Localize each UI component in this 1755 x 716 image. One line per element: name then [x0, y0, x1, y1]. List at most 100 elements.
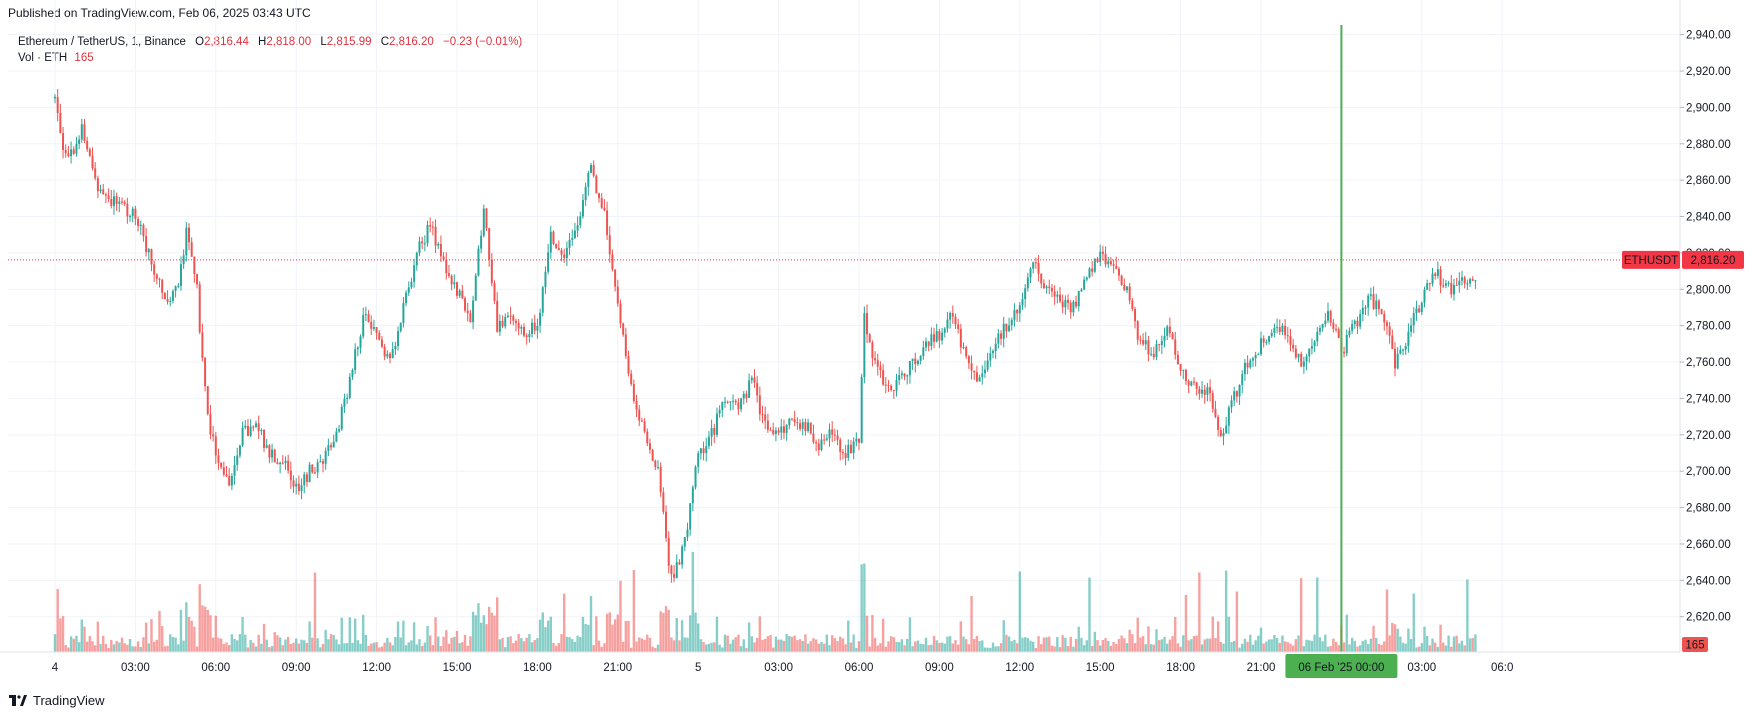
candle-body	[1428, 283, 1431, 285]
volume-bar	[506, 636, 510, 652]
candle-body	[1235, 391, 1238, 397]
price-axis[interactable]: 2,620.00 2,640.00 2,660.00 2,680.00 2,700.00…	[1680, 30, 1731, 624]
volume-bar	[608, 612, 611, 652]
symbol-description[interactable]: Ethereum / TetherUS, 1, Binance	[18, 36, 186, 48]
candle-body	[177, 285, 180, 287]
time-tick-label: 15:00	[1086, 662, 1115, 674]
volume-bar	[147, 643, 150, 652]
volume-bar	[999, 643, 1003, 652]
volume-bar	[1318, 637, 1322, 652]
price-tick-label: 2,740.00	[1686, 393, 1731, 405]
volume-bar	[1077, 626, 1080, 652]
volume-bar	[453, 636, 456, 652]
volume-bar	[597, 640, 601, 652]
crosshair-time-badge	[1285, 654, 1398, 678]
volume-bar	[780, 639, 783, 652]
volume-bar	[1187, 640, 1190, 652]
candle-body	[686, 529, 689, 538]
volume-bar	[1434, 642, 1437, 652]
candle-body	[330, 445, 333, 448]
candle-body	[59, 113, 62, 134]
candle-body	[598, 193, 601, 199]
volume-bar	[316, 638, 319, 652]
volume-bar	[496, 597, 499, 652]
volume-bar	[1442, 642, 1445, 652]
volume-bar	[1034, 647, 1038, 652]
candle-body	[504, 317, 507, 327]
volume-bar	[1385, 589, 1389, 652]
volume-bar	[1085, 640, 1088, 652]
volume-bar	[646, 634, 649, 652]
volume-bar	[1021, 637, 1024, 652]
candle-body	[782, 426, 785, 433]
ohlc-legend-row: Ethereum / TetherUS, 1, Binance O2,816.4…	[18, 34, 522, 50]
volume-bar	[233, 638, 236, 652]
candle-body	[590, 165, 592, 173]
volume-bar	[849, 642, 853, 652]
candle-body	[255, 423, 257, 427]
volume-bar	[246, 647, 250, 652]
volume-bar	[407, 642, 410, 652]
low-label: L	[320, 36, 327, 48]
volume-bar	[412, 622, 416, 652]
volume-bar	[1002, 620, 1005, 652]
candle-body	[163, 292, 166, 300]
volume-bar	[123, 643, 126, 652]
volume-bar	[1125, 643, 1129, 652]
candle-body	[1461, 277, 1463, 281]
candle-body	[1281, 325, 1284, 332]
volume-bar	[1192, 635, 1196, 652]
candle-body	[517, 323, 520, 329]
time-axis[interactable]: 4 03:00 06:00 09:00 12:00 15:00 18:00 21:00 5 03:…	[52, 662, 1514, 674]
volume-bar	[1388, 635, 1391, 652]
axis-badges: ETHUSDT 2,816.20 165 06 Feb '25 00:00	[1285, 250, 1744, 678]
volume-bar	[150, 619, 153, 652]
tradingview-brand[interactable]: TradingView	[9, 693, 105, 708]
volume-bar	[1136, 617, 1139, 652]
volume-bar	[479, 622, 483, 652]
volume-bar	[705, 644, 708, 652]
volume-bar	[1005, 634, 1008, 652]
volume-bar	[1297, 635, 1300, 652]
volume-bar	[659, 611, 662, 652]
volume-bar	[254, 646, 258, 652]
volume-bar	[1211, 616, 1214, 652]
volume-bar	[806, 643, 810, 652]
volume-bar	[270, 646, 274, 652]
high-value: 2,818.00	[266, 36, 312, 48]
candle-body	[576, 225, 579, 231]
volume-bar	[777, 639, 780, 652]
candle-body	[356, 347, 359, 350]
volume-bar	[1364, 639, 1367, 652]
candle-body	[340, 406, 343, 430]
candle-body	[1187, 381, 1190, 386]
volume-bar	[509, 636, 512, 652]
candle-body	[1131, 300, 1134, 310]
volume-bar	[1460, 640, 1464, 652]
volume-bar	[211, 637, 215, 652]
candle-body	[1262, 338, 1265, 343]
candle-body	[407, 287, 410, 293]
candle-body	[523, 326, 525, 336]
candle-body	[565, 247, 568, 259]
candle-body	[874, 358, 877, 361]
candle-body	[182, 255, 185, 265]
candle-body	[287, 460, 290, 471]
time-tick-label: 18:00	[1166, 662, 1195, 674]
volume-bar	[978, 641, 981, 652]
volume-bar	[1337, 645, 1340, 652]
volume-bar	[364, 634, 368, 652]
volume-bar	[431, 645, 435, 652]
volume-bar	[1367, 644, 1370, 652]
volume-bar	[203, 606, 207, 652]
candle-body	[539, 312, 542, 326]
candle-body	[662, 492, 665, 512]
volume-bar	[1377, 643, 1381, 652]
volume-bar	[1171, 636, 1174, 652]
candle-body	[391, 349, 394, 359]
volume-bar	[332, 635, 335, 652]
volume-bar	[1182, 635, 1185, 652]
volume-bar	[1064, 637, 1067, 652]
candle-body	[1426, 283, 1429, 290]
